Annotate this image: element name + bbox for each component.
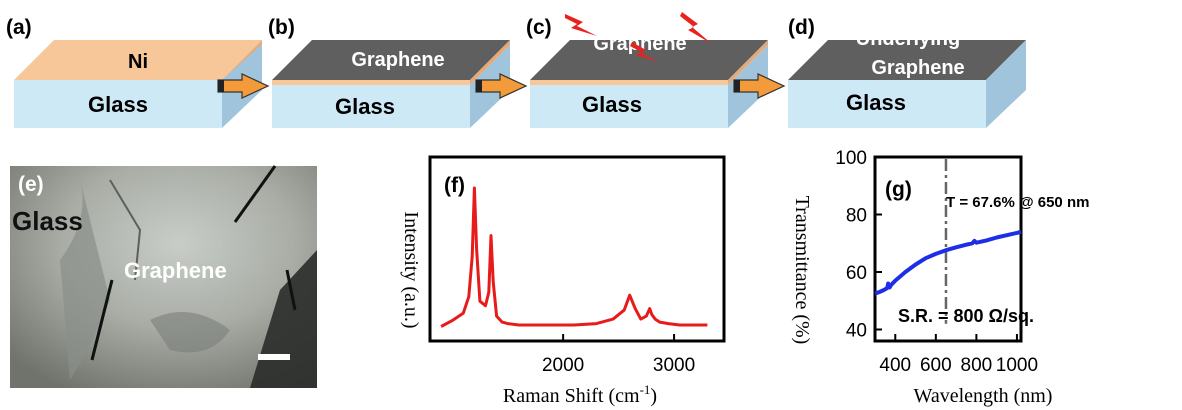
- chart-f-xlabel: Raman Shift (cm-1): [503, 382, 657, 407]
- probe-needle: [90, 279, 114, 361]
- lightning-icon: [630, 42, 658, 62]
- photo-crack: [109, 179, 142, 281]
- panel-b-block: (b) Graphene Glass: [268, 16, 510, 128]
- arrow-a-to-b-icon: [217, 73, 270, 99]
- chart-g-x-tick-label: 1000: [996, 355, 1038, 376]
- panel-d-block: (d) Underlying Graphene Glass: [788, 16, 1026, 128]
- chart-f-frame: [428, 155, 726, 343]
- panel-c-ni-layer: [530, 80, 728, 85]
- panel-b-graphene-top: [272, 40, 510, 80]
- panel-b-bottom-text: Glass: [335, 94, 395, 119]
- panel-d-top-text-line2: Graphene: [871, 57, 964, 79]
- chart-f-series-line: [440, 186, 708, 328]
- panel-d-top-text-line1: Underlying: [856, 28, 960, 50]
- panel-d-glass-side: [986, 40, 1026, 128]
- panel-a-ni-top: [14, 40, 262, 80]
- chart-g-sr-text: S.R. = 800 Ω/sq.: [898, 306, 1034, 326]
- arrow-c-to-d-icon: [733, 73, 786, 99]
- chart-f-x-tick-label: 3000: [653, 355, 695, 376]
- chart-g-panel-label: (g): [885, 178, 912, 201]
- panel-c-top-text: Graphene: [593, 33, 686, 55]
- panel-c-graphene-top: [530, 40, 768, 80]
- photo-glass-edge: [60, 180, 110, 380]
- chart-g-x-ticks: 400 600 800 1000: [879, 334, 1038, 376]
- scale-bar: [258, 354, 290, 360]
- chart-g-y-tick-label: 100: [835, 148, 867, 169]
- lightning-icon: [565, 14, 597, 36]
- panel-a-glass-front: [14, 80, 222, 128]
- panel-d-bottom-text: Glass: [846, 90, 906, 115]
- panel-b-top-text: Graphene: [351, 49, 444, 71]
- chart-g-y-tick-label: 60: [846, 263, 867, 284]
- chart-f-xlabel-sup: -1: [640, 382, 651, 397]
- chart-f-xlabel-close: ): [650, 385, 657, 407]
- chart-f-x-ticks: 2000 3000: [542, 334, 695, 376]
- panel-d-label: (d): [788, 16, 815, 39]
- chart-f: (f) 2000 3000 Intensity (a.u.) Raman Shif…: [400, 155, 726, 407]
- chart-g-y-tick-label: 40: [846, 321, 867, 342]
- chart-f-panel-label: (f): [444, 174, 465, 197]
- chart-g-x-tick-label: 600: [920, 355, 952, 376]
- panel-e-label: (e): [18, 173, 44, 196]
- panel-d-glass-front: [788, 80, 986, 128]
- panel-b-label: (b): [268, 16, 295, 39]
- panel-b-ni-side: [470, 40, 510, 85]
- panel-e-graphene-text: Graphene: [124, 258, 227, 283]
- probe-needle: [285, 269, 297, 311]
- chart-f-ylabel: Intensity (a.u.): [400, 211, 422, 328]
- chart-g: 400 600 800 1000 40 60 80 100 (g) T = 67.6% @ …: [791, 148, 1089, 407]
- chart-g-y-tick-label: 80: [846, 206, 867, 227]
- chart-g-ylabel: Transmittance (%): [791, 196, 813, 345]
- panel-c-label: (c): [526, 16, 552, 39]
- panel-c-block: (c) Graphene Glass: [526, 12, 768, 128]
- panel-c-glass-front: [530, 85, 728, 128]
- lightning-icon: [680, 12, 712, 44]
- probe-needle: [233, 165, 277, 223]
- panel-a-top-text: Ni: [128, 51, 148, 73]
- panel-a-block: (a) Ni Glass: [6, 16, 262, 128]
- chart-g-series-line: [874, 229, 1022, 296]
- chart-g-y-ticks: 40 60 80 100: [835, 148, 882, 342]
- chart-g-x-tick-label: 800: [961, 355, 993, 376]
- panel-e-photo: (e) Glass Graphene: [10, 165, 317, 388]
- panel-c-ni-side: [728, 40, 768, 85]
- panel-a-bottom-text: Glass: [88, 92, 148, 117]
- photo-shadow-region: [250, 250, 317, 388]
- chart-f-xlabel-main: Raman Shift (cm: [503, 385, 640, 407]
- panel-a-label: (a): [6, 16, 32, 39]
- panel-e-glass-text: Glass: [12, 206, 83, 236]
- panel-b-ni-layer: [272, 80, 470, 85]
- panel-d-graphene-top: [788, 40, 1026, 80]
- chart-f-x-tick-label: 2000: [542, 355, 584, 376]
- panel-b-glass-front: [272, 85, 470, 128]
- chart-g-annotation-text: T = 67.6% @ 650 nm: [946, 194, 1089, 211]
- chart-g-xlabel: Wavelength (nm): [914, 385, 1053, 407]
- arrow-b-to-c-icon: [475, 73, 528, 99]
- photo-dark-spots: [150, 312, 230, 353]
- chart-g-x-tick-label: 400: [879, 355, 911, 376]
- panel-c-bottom-text: Glass: [582, 92, 642, 117]
